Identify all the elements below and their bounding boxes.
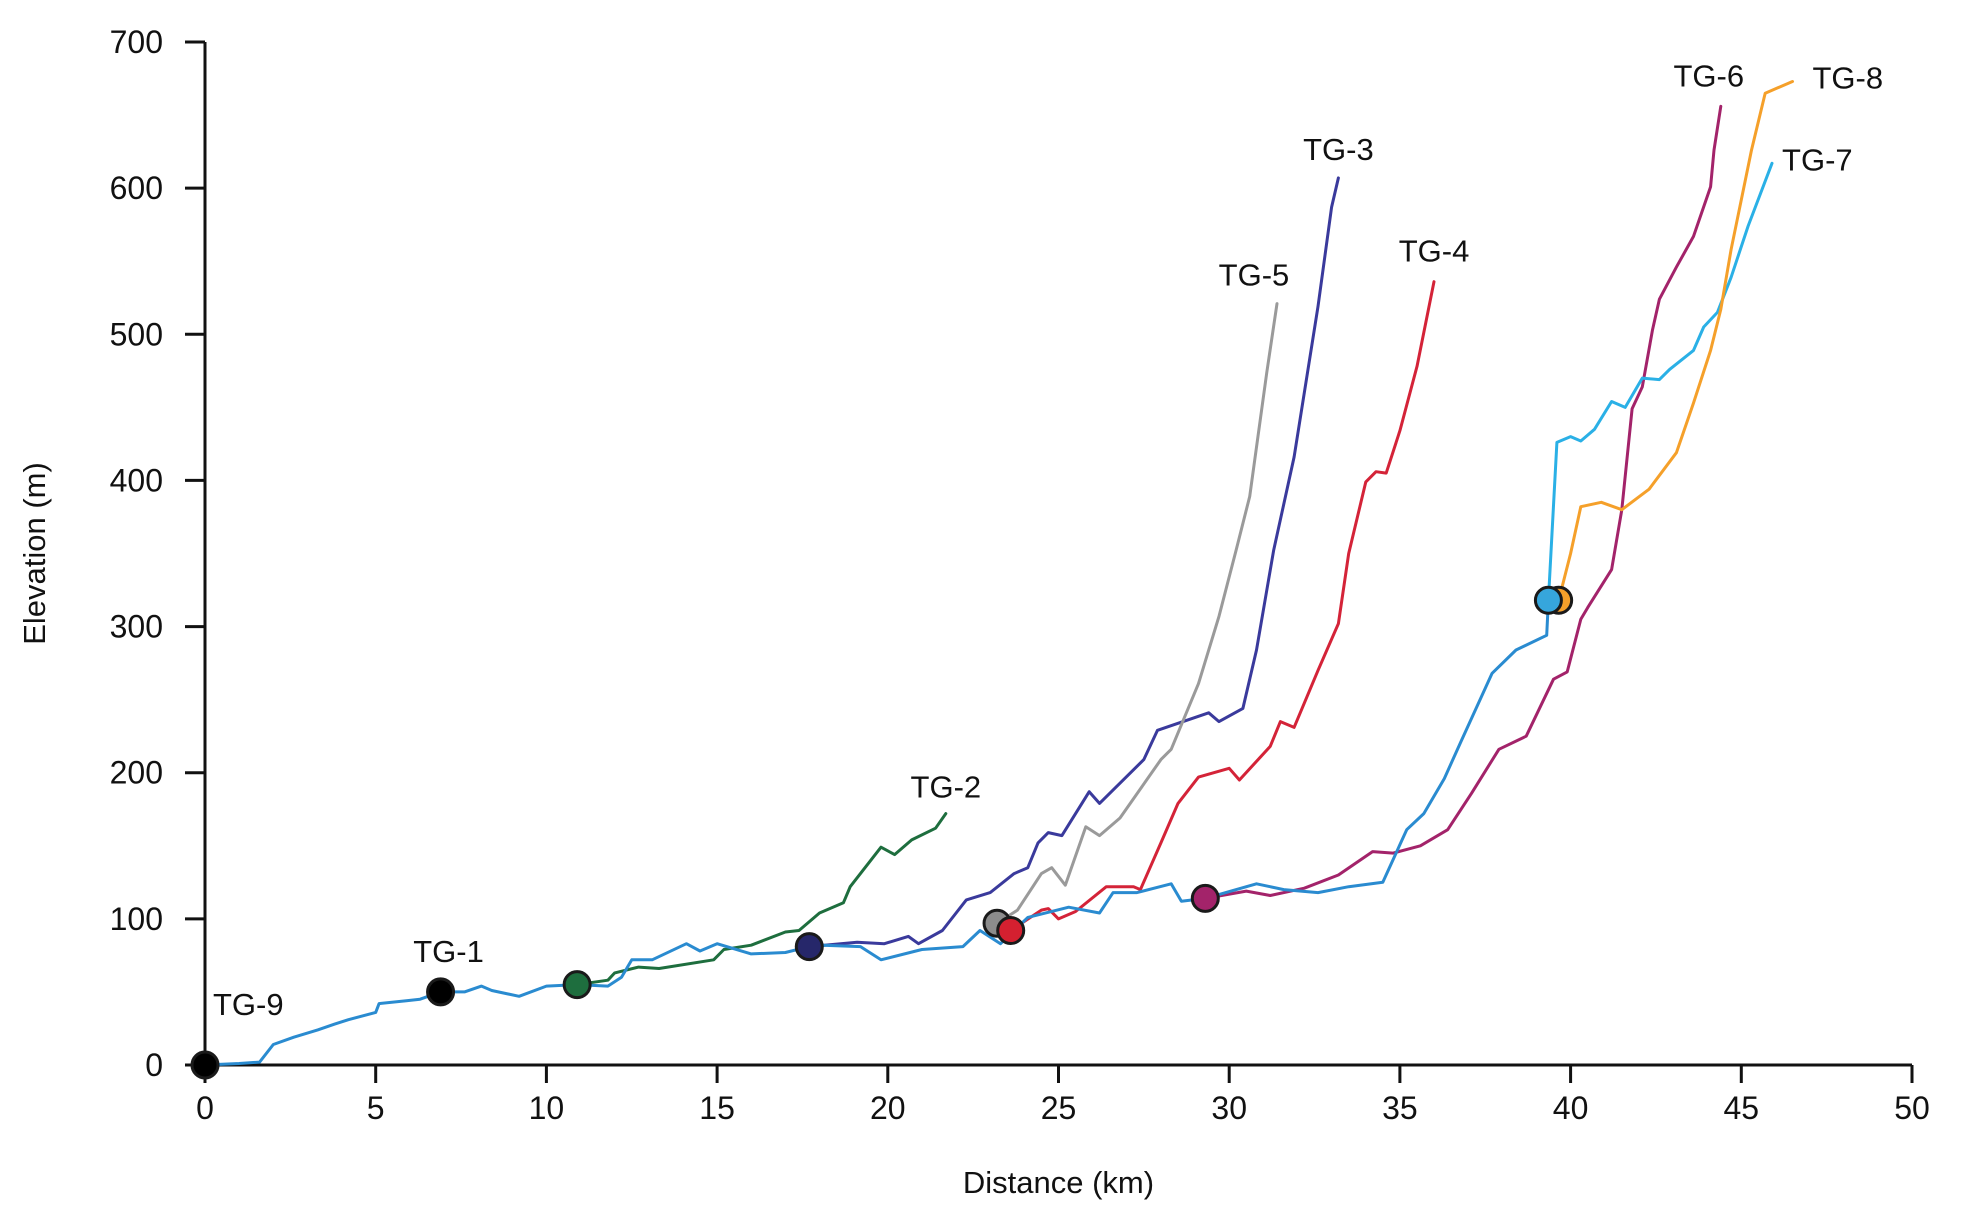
y-tick-label: 200	[110, 755, 163, 791]
marker-tg-3	[794, 932, 824, 962]
marker-tg-9	[190, 1050, 220, 1080]
series-markers	[190, 585, 1574, 1080]
marker-tg-2	[562, 970, 592, 1000]
x-tick-label: 30	[1211, 1090, 1247, 1126]
x-tick-label: 25	[1041, 1090, 1077, 1126]
y-axis-title: Elevation (m)	[17, 462, 52, 645]
marker-tg-1	[426, 977, 456, 1007]
series-label-tg-3: TG-3	[1303, 132, 1374, 167]
series-line-tg-2	[575, 812, 948, 987]
series-labels: TG-9 TG-1 TG-2 TG-3 TG-4 TG-5 TG-6 TG-7 TG-8	[213, 58, 1883, 1022]
x-tick-label: 5	[367, 1090, 385, 1126]
series-label-tg-8: TG-8	[1813, 60, 1884, 95]
series-label-tg-2: TG-2	[911, 770, 982, 805]
x-tick-label: 20	[870, 1090, 906, 1126]
series-line-tg-8	[1557, 80, 1794, 602]
series-label-tg-7: TG-7	[1782, 142, 1853, 177]
series-line-tg-4	[1009, 280, 1436, 932]
series-line-tg-6	[1203, 104, 1723, 900]
series-label-tg-5: TG-5	[1219, 258, 1290, 293]
marker-tg-7	[1533, 585, 1563, 615]
series-label-tg-6: TG-6	[1674, 58, 1745, 93]
x-tick-label: 40	[1553, 1090, 1589, 1126]
marker-tg-4	[996, 916, 1026, 946]
marker-tg-6	[1190, 883, 1220, 913]
x-tick-label: 10	[529, 1090, 565, 1126]
y-tick-label: 500	[110, 316, 163, 352]
y-tick-label: 700	[110, 24, 163, 60]
y-tick-label: 100	[110, 901, 163, 937]
x-tick-label: 50	[1894, 1090, 1930, 1126]
x-axis-title: Distance (km)	[963, 1165, 1154, 1200]
series-label-tg-9: TG-9	[213, 987, 284, 1022]
series-line-tg-3	[807, 176, 1340, 949]
x-tick-label: 45	[1724, 1090, 1760, 1126]
series-line-tg-9	[203, 598, 1550, 1067]
axes: 0 5 10 15 20 25 30 35 40 45 5001002003004005006007…	[110, 24, 1930, 1126]
y-tick-label: 300	[110, 609, 163, 645]
series-line-tg-7	[1546, 161, 1774, 602]
series-label-tg-4: TG-4	[1399, 234, 1470, 269]
x-tick-label: 0	[196, 1090, 214, 1126]
y-tick-label: 400	[110, 462, 163, 498]
series-label-tg-1: TG-1	[413, 934, 484, 969]
x-tick-label: 15	[699, 1090, 735, 1126]
y-tick-label: 0	[145, 1047, 163, 1083]
series-line-tg-5	[995, 302, 1279, 925]
x-tick-label: 35	[1382, 1090, 1418, 1126]
y-tick-label: 600	[110, 170, 163, 206]
